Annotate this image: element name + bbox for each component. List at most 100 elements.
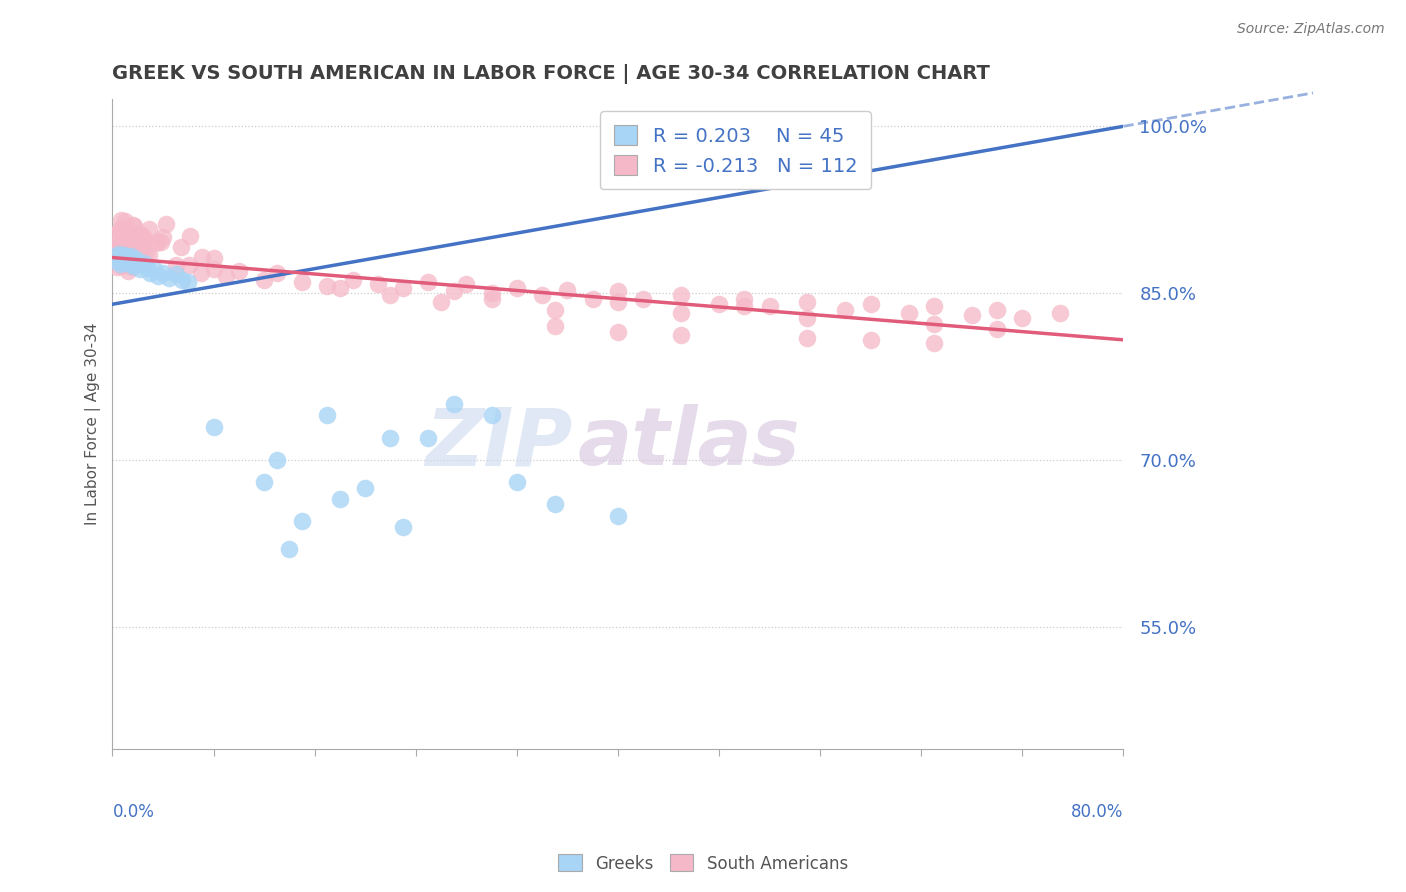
- Point: [582, 292, 605, 306]
- Point: [152, 266, 174, 280]
- Point: [132, 256, 155, 270]
- Point: [108, 223, 131, 237]
- Text: Source: ZipAtlas.com: Source: ZipAtlas.com: [1237, 22, 1385, 37]
- Point: [291, 275, 314, 289]
- Point: [112, 248, 135, 262]
- Point: [733, 292, 755, 306]
- Point: [758, 300, 780, 314]
- Text: ZIP: ZIP: [425, 404, 572, 483]
- Point: [922, 318, 945, 332]
- Point: [253, 475, 276, 490]
- Point: [117, 258, 139, 272]
- Point: [228, 264, 250, 278]
- Point: [157, 270, 180, 285]
- Legend: R = 0.203    N = 45, R = -0.213   N = 112: R = 0.203 N = 45, R = -0.213 N = 112: [600, 112, 872, 189]
- Point: [107, 247, 129, 261]
- Point: [107, 247, 129, 261]
- Point: [135, 260, 157, 275]
- Point: [139, 266, 162, 280]
- Point: [122, 228, 145, 243]
- Point: [124, 227, 146, 241]
- Text: atlas: atlas: [578, 404, 800, 483]
- Point: [544, 302, 567, 317]
- Point: [129, 254, 152, 268]
- Point: [115, 245, 138, 260]
- Point: [108, 239, 131, 253]
- Point: [121, 260, 143, 274]
- Point: [107, 253, 129, 268]
- Point: [107, 245, 129, 260]
- Point: [430, 295, 453, 310]
- Point: [606, 325, 628, 339]
- Point: [278, 541, 301, 556]
- Point: [266, 266, 288, 280]
- Point: [170, 273, 193, 287]
- Point: [114, 256, 136, 270]
- Point: [117, 253, 139, 268]
- Point: [329, 491, 352, 506]
- Point: [145, 236, 167, 251]
- Point: [418, 431, 440, 445]
- Point: [124, 242, 146, 256]
- Point: [215, 269, 238, 284]
- Point: [110, 260, 132, 274]
- Point: [107, 250, 129, 264]
- Point: [190, 266, 212, 280]
- Point: [117, 249, 139, 263]
- Point: [481, 409, 503, 423]
- Point: [202, 261, 225, 276]
- Point: [138, 248, 160, 262]
- Point: [146, 234, 169, 248]
- Point: [105, 260, 128, 274]
- Point: [129, 238, 152, 252]
- Point: [796, 295, 818, 310]
- Point: [134, 245, 156, 260]
- Point: [922, 300, 945, 314]
- Point: [834, 302, 856, 317]
- Point: [316, 279, 339, 293]
- Point: [606, 295, 628, 310]
- Point: [367, 277, 389, 292]
- Point: [380, 431, 402, 445]
- Point: [266, 453, 288, 467]
- Point: [960, 309, 983, 323]
- Point: [443, 284, 465, 298]
- Point: [316, 409, 339, 423]
- Point: [128, 243, 150, 257]
- Point: [115, 249, 138, 263]
- Point: [111, 255, 134, 269]
- Point: [125, 232, 148, 246]
- Point: [122, 232, 145, 246]
- Point: [122, 236, 145, 251]
- Point: [150, 235, 173, 249]
- Point: [859, 333, 882, 347]
- Point: [669, 306, 692, 320]
- Point: [131, 227, 153, 242]
- Point: [202, 252, 225, 266]
- Point: [165, 267, 187, 281]
- Point: [170, 240, 193, 254]
- Point: [121, 260, 143, 274]
- Point: [152, 229, 174, 244]
- Point: [165, 258, 187, 272]
- Point: [122, 253, 145, 268]
- Point: [986, 302, 1008, 317]
- Point: [105, 244, 128, 259]
- Point: [129, 233, 152, 247]
- Point: [418, 275, 440, 289]
- Point: [110, 238, 132, 252]
- Point: [128, 228, 150, 243]
- Point: [129, 261, 152, 276]
- Point: [120, 256, 142, 270]
- Point: [707, 297, 730, 311]
- Point: [117, 264, 139, 278]
- Point: [796, 330, 818, 344]
- Point: [110, 212, 132, 227]
- Y-axis label: In Labor Force | Age 30-34: In Labor Force | Age 30-34: [86, 323, 101, 525]
- Point: [392, 519, 415, 533]
- Point: [108, 222, 131, 236]
- Point: [291, 514, 314, 528]
- Point: [392, 280, 415, 294]
- Point: [121, 218, 143, 232]
- Point: [897, 306, 920, 320]
